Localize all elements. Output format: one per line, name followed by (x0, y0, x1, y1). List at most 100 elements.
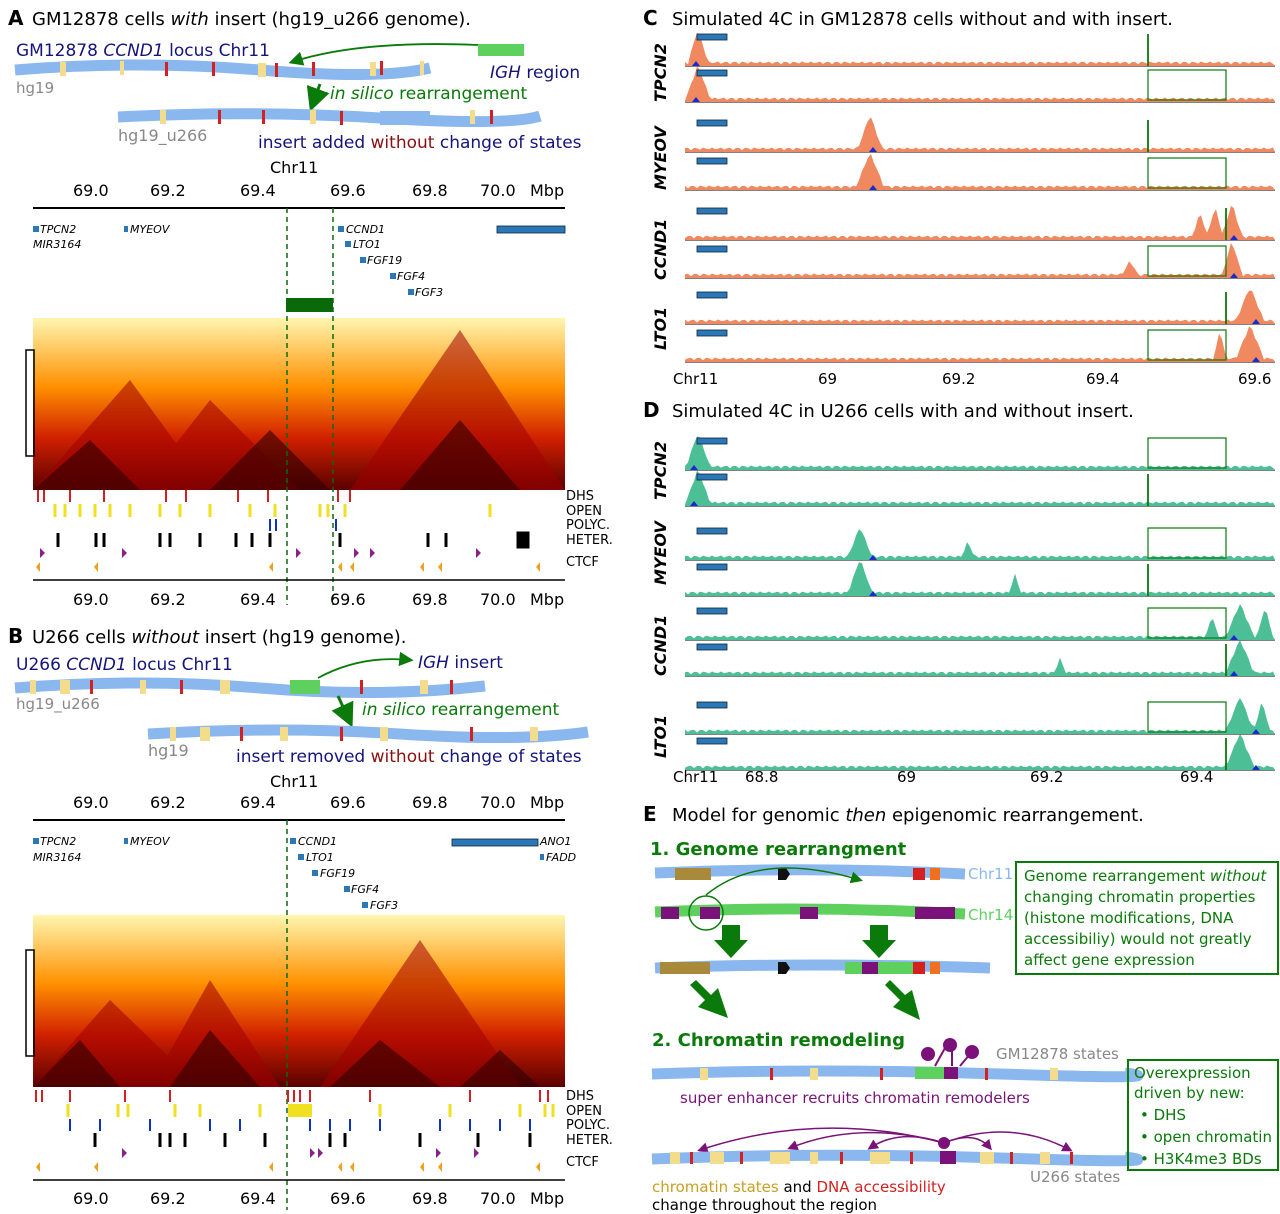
panel-a-tick-69-4: 69.4 (240, 181, 276, 200)
panel-a-tick-69-8: 69.8 (412, 181, 448, 200)
panel-a-insert-arrow (288, 43, 479, 66)
svg-text:ANO1: ANO1 (539, 835, 571, 848)
svg-text:Chr11: Chr11 (673, 768, 718, 786)
diag-arrow-2 (885, 980, 920, 1020)
chr11-segment (675, 868, 711, 880)
panel-a-insert-block (286, 298, 333, 312)
panel-b-hg-top: hg19_u266 (16, 695, 100, 714)
c-rows-track-1 (685, 66, 1275, 103)
overexpression-text: Overexpression driven by new: • DHS • op… (1134, 1064, 1272, 1168)
diag-arrow-1 (690, 980, 728, 1018)
model-note-text: Genome rearrangement without changing ch… (1024, 867, 1267, 969)
track-label-dhs: DHS (566, 489, 594, 504)
panel-a-chromosome-bottom (117, 108, 542, 128)
gene-fgf19: FGF19 (367, 254, 402, 267)
excision-circle (688, 895, 724, 931)
svg-text:• H3K4me3 BDs: • H3K4me3 BDs (1140, 1150, 1262, 1168)
panel-b: B U266 cells without insert (hg19 genome… (8, 624, 613, 1210)
svg-text:69.2: 69.2 (942, 370, 975, 388)
panel-b-hg-bottom: hg19 (148, 741, 189, 760)
panel-b-chromosome-bottom (147, 724, 589, 744)
svg-text:POLYC.: POLYC. (566, 1118, 610, 1133)
panel-a-rearrange-arrow (306, 83, 330, 112)
panel-c-title: Simulated 4C in GM12878 cells without an… (672, 9, 1173, 30)
panel-b-colorbar (25, 949, 35, 1057)
panel-b-chromosome-top (14, 677, 486, 699)
panel-b-feature-tracks (35, 1090, 555, 1172)
panel-b-rearrange-arrow (331, 695, 354, 728)
panel-a-chromosome-bottom-bands (160, 110, 493, 125)
d-rows-track-5 (685, 640, 1275, 677)
panel-a-chromosome-top-bands (60, 61, 424, 77)
panel-d: D Simulated 4C in U266 cells with and wi… (643, 398, 1275, 786)
panel-a-feature-tracks (36, 490, 540, 572)
panel-b-chromosome-top-bands (30, 680, 453, 694)
svg-text:Overexpression: Overexpression (1134, 1064, 1251, 1082)
gene-fgf4: FGF4 (397, 270, 425, 283)
svg-text:69.4: 69.4 (240, 793, 276, 812)
svg-text:TPCN2: TPCN2 (40, 835, 76, 848)
panel-a-tick-69-0: 69.0 (73, 181, 109, 200)
d-rows-track-2 (685, 527, 1275, 561)
svg-text:69.4: 69.4 (240, 590, 276, 609)
panel-d-tracks (685, 436, 1275, 771)
gm12878-chromosome (651, 1065, 1144, 1083)
svg-text:69.2: 69.2 (1030, 768, 1063, 786)
svg-text:69.6: 69.6 (330, 590, 366, 609)
panel-e-step2: 2. Chromatin remodeling (652, 1030, 905, 1051)
panel-c-row-myeov: MYEOV (651, 125, 670, 190)
gene-myeov: MYEOV (130, 223, 171, 236)
panel-a-tick-69-6: 69.6 (330, 181, 366, 200)
panel-c-row-tpcn2: TPCN2 (651, 43, 670, 102)
overexpression-box (1127, 1059, 1279, 1171)
panel-b-silico-label: in silico rearrangement (362, 700, 559, 720)
panel-a-gene-track: TPCN2 MIR3164 MYEOV CCND1 LTO1 FGF19 FGF… (33, 223, 566, 299)
panel-b-track-labels: DHS OPEN POLYC. HETER. CTCF (566, 1089, 613, 1170)
gene-fgf3: FGF3 (415, 286, 443, 299)
chr11-label: Chr11 (968, 865, 1013, 883)
panel-c-axis: Chr11 69 69.2 69.4 69.6 (673, 370, 1271, 388)
d-rows-track-7 (685, 734, 1275, 771)
panel-a-bottom-ticks: 69.0 69.2 69.4 69.6 69.8 70.0 Mbp (73, 590, 564, 609)
panel-b-gene-track: TPCN2 MIR3164 MYEOV CCND1 LTO1 FGF19 FGF… (33, 835, 576, 912)
panel-b-igh-label: IGH insert (418, 653, 503, 673)
panel-b-chromosome-bottom-bands (170, 727, 538, 741)
panel-a-title: GM12878 cells with insert (hg19_u266 gen… (32, 9, 471, 30)
svg-text:LTO1: LTO1 (651, 715, 670, 758)
gene-ccnd1: CCND1 (346, 223, 385, 236)
panel-a-chromosome-top (14, 59, 432, 81)
svg-text:69.8: 69.8 (412, 793, 448, 812)
svg-text:Mbp: Mbp (530, 590, 564, 609)
panel-a-letter: A (8, 6, 24, 30)
svg-text:Chr11: Chr11 (673, 370, 718, 388)
svg-text:69.2: 69.2 (150, 793, 186, 812)
svg-text:driven by new:: driven by new: (1134, 1084, 1245, 1102)
panel-e: E Model for genomic then epigenomic rear… (643, 802, 1279, 1214)
panel-b-letter: B (8, 624, 23, 648)
svg-text:69.8: 69.8 (412, 590, 448, 609)
panel-a-chr-label: Chr11 (270, 158, 318, 177)
c-rows-track-2 (685, 117, 1275, 153)
panel-c-tracks (685, 33, 1275, 363)
svg-text:OPEN: OPEN (566, 1104, 602, 1119)
panel-d-title: Simulated 4C in U266 cells with and with… (672, 401, 1134, 422)
panel-a-hg-top: hg19 (16, 79, 54, 97)
svg-text:DHS: DHS (566, 1089, 594, 1104)
c-rows-track-0 (685, 33, 1275, 67)
svg-text:70.0: 70.0 (480, 1189, 516, 1208)
svg-text:MYEOV: MYEOV (651, 520, 670, 585)
svg-text:69: 69 (818, 370, 837, 388)
panel-a-igh-segment (478, 44, 524, 56)
svg-text:MIR3164: MIR3164 (33, 851, 81, 864)
svg-text:69: 69 (897, 768, 916, 786)
gene-mir3164: MIR3164 (33, 238, 81, 251)
panel-a-unit: Mbp (530, 181, 564, 200)
d-rows-track-6 (685, 698, 1275, 735)
svg-text:affect gene expression: affect gene expression (1024, 951, 1195, 969)
svg-text:69.2: 69.2 (150, 1189, 186, 1208)
super-enhancer-remodelers (921, 1038, 979, 1067)
chr14-label: Chr14 (968, 906, 1013, 924)
svg-text:TPCN2: TPCN2 (651, 441, 670, 500)
svg-text:69.4: 69.4 (1180, 768, 1213, 786)
